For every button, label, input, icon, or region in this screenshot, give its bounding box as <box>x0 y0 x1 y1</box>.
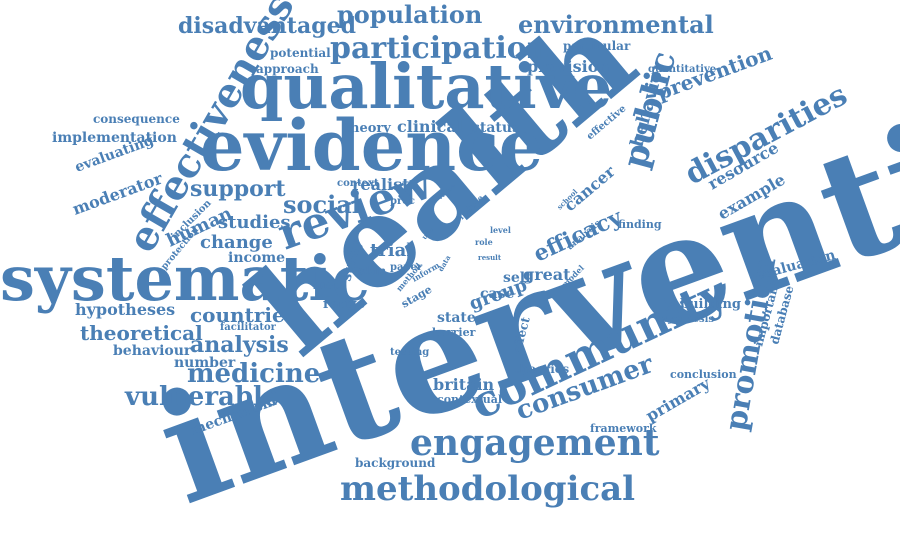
cloud-word-participation: participation <box>330 31 549 66</box>
cloud-word-population: population <box>337 0 482 29</box>
cloud-word-behaviour: behaviour <box>113 343 192 359</box>
cloud-word-disadvantaged: disadvantaged <box>178 13 356 39</box>
cloud-word-hypotheses: hypotheses <box>75 300 175 319</box>
cloud-word-theory: theory <box>344 121 391 136</box>
cloud-word-range: range <box>323 297 365 312</box>
cloud-word-quantitative: quantitative <box>648 64 716 75</box>
cloud-word-background: background <box>355 456 436 470</box>
cloud-word-approach: approach <box>256 62 319 76</box>
cloud-word-skin: skin <box>358 264 387 278</box>
cloud-word-methodological: methodological <box>340 469 635 509</box>
cloud-word-context: context <box>337 178 379 189</box>
cloud-word-theories: theories <box>514 362 569 376</box>
cloud-word-consequence: consequence <box>93 112 180 126</box>
cloud-word-primary: primary <box>643 373 714 425</box>
cloud-word-qualitative: qualitative <box>240 50 612 123</box>
cloud-word-finding: finding <box>618 218 662 231</box>
cloud-word-theoretical: theoretical <box>80 321 203 345</box>
cloud-word-building: building <box>680 297 741 312</box>
cloud-word-number: number <box>174 355 236 371</box>
cloud-word-environmental: environmental <box>518 10 714 39</box>
cloud-word-realist: realist <box>352 175 410 194</box>
cloud-word-meta: meta <box>313 278 347 292</box>
cloud-word-systematic: systematic <box>0 242 370 315</box>
cloud-word-countrie: countrie <box>190 303 285 327</box>
cloud-word-vulnerable: vulnerable <box>124 382 279 412</box>
cloud-word-implementation: implementation <box>52 130 177 146</box>
cloud-word-role: role <box>475 237 493 247</box>
cloud-word-studies: studies <box>218 212 291 233</box>
cloud-word-support: support <box>190 176 286 202</box>
cloud-word-provision: provision <box>527 57 610 76</box>
cloud-word-britain: britain <box>433 375 495 394</box>
cloud-word-conclusion: conclusion <box>670 368 737 381</box>
cloud-word-facilitator: facilitator <box>220 322 277 333</box>
cloud-word-income: income <box>228 250 285 266</box>
cloud-word-clinical: clinical <box>397 117 463 136</box>
cloud-word-case: case <box>480 286 514 302</box>
cloud-word-proc: proc <box>390 196 415 207</box>
cloud-word-trial: trial <box>370 240 413 261</box>
cloud-word-particular: particular <box>563 39 631 53</box>
cloud-word-paper: paper <box>390 262 423 273</box>
cloud-word-testing: testing <box>390 347 429 358</box>
cloud-word-level: level <box>490 225 511 235</box>
cloud-word-change: change <box>200 232 273 253</box>
cloud-word-state: state <box>437 310 476 326</box>
cloud-word-barrier: barrier <box>432 326 476 339</box>
cloud-word-contextual: contextual <box>437 393 502 406</box>
cloud-word-engagement: engagement <box>410 422 660 464</box>
cloud-word-self: self <box>503 270 532 286</box>
cloud-word-status: status <box>472 120 520 136</box>
cloud-word-analysis: analysis <box>190 332 289 358</box>
cloud-word-framework: framework <box>590 422 657 435</box>
cloud-word-social: social <box>283 190 361 219</box>
cloud-word-synthesis: synthesis <box>662 314 714 325</box>
cloud-word-result: result <box>478 253 502 262</box>
cloud-word-potential: potential <box>270 46 331 60</box>
cloud-word-medicine: medicine <box>187 359 320 389</box>
cloud-word-great: great <box>523 265 571 284</box>
cloud-word-evidence: evidence <box>200 104 543 187</box>
